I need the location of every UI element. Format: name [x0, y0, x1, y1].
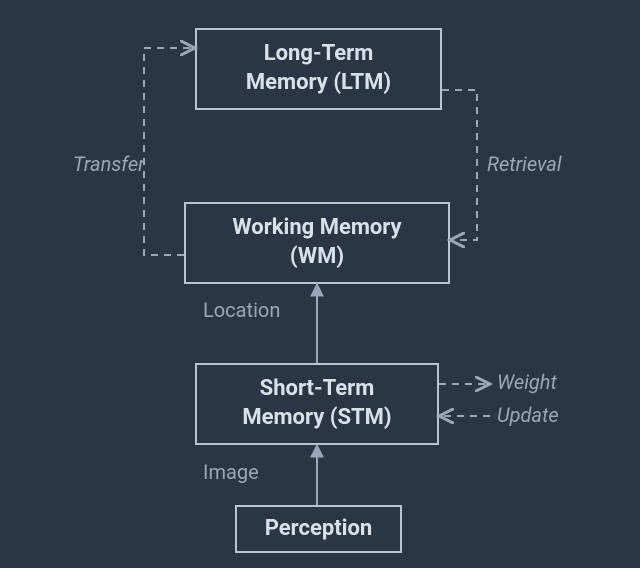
node-perception-label: Perception — [265, 515, 373, 544]
edge-label-retrieval: Retrieval — [487, 152, 562, 176]
edge-label-weight: Weight — [497, 370, 557, 394]
node-stm-label: Short-TermMemory (STM) — [242, 375, 391, 432]
edge-label-update: Update — [497, 403, 559, 427]
node-wm-label: Working Memory(WM) — [232, 214, 401, 271]
node-ltm: Long-TermMemory (LTM) — [195, 28, 442, 110]
node-perception: Perception — [235, 505, 402, 553]
edge-label-transfer: Transfer — [73, 152, 145, 176]
node-wm: Working Memory(WM) — [184, 202, 450, 284]
label-image: Image — [203, 460, 259, 484]
node-stm: Short-TermMemory (STM) — [195, 363, 439, 445]
node-ltm-label: Long-TermMemory (LTM) — [246, 40, 391, 97]
label-location: Location — [203, 298, 280, 322]
